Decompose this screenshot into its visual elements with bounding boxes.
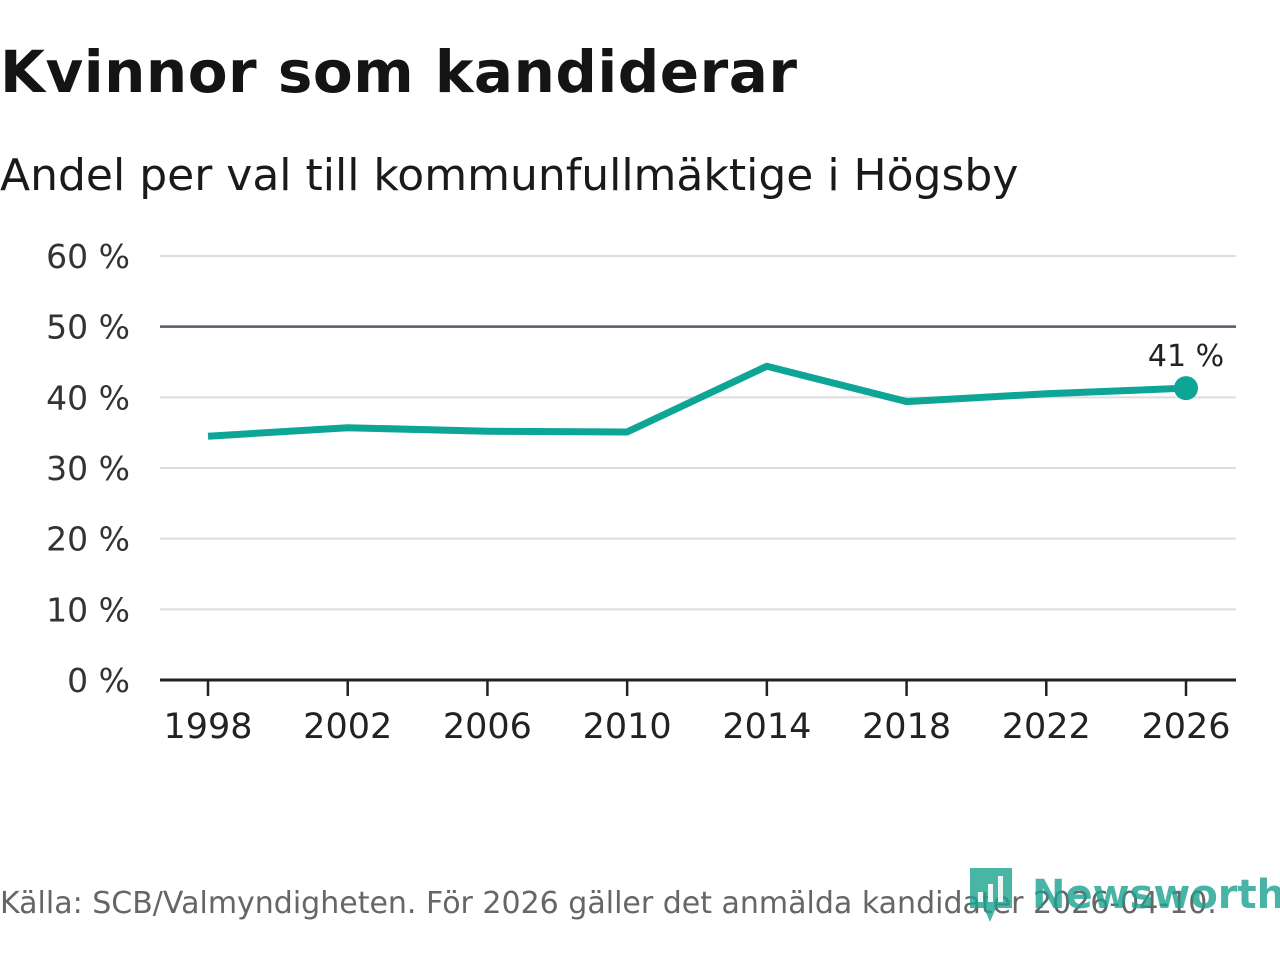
line-chart: 0 % 10 % 20 % 30 % 40 % 50 % 60 % 1998 2002 2006… (46, 237, 1236, 747)
x-tick-label: 2010 (583, 707, 672, 747)
x-tick-label: 1998 (163, 707, 252, 747)
grid-lines (160, 255, 1236, 611)
y-tick-label: 30 % (46, 449, 130, 488)
end-point-marker (1174, 376, 1198, 401)
y-tick-label: 10 % (46, 590, 130, 629)
chart-title: Kvinnor som kandiderar (0, 38, 798, 106)
y-tick-label: 0 % (67, 661, 130, 700)
brand-name: Newsworthy (1032, 872, 1280, 918)
source-note: Källa: SCB/Valmyndigheten. För 2026 gäll… (0, 886, 1217, 921)
bar-chart-logo-icon (970, 868, 1012, 922)
y-tick-label: 20 % (46, 520, 130, 559)
y-tick-label: 40 % (46, 378, 130, 417)
x-tick-label: 2006 (443, 707, 532, 747)
y-tick-label: 60 % (46, 237, 130, 276)
x-tick-label: 2002 (303, 707, 392, 747)
x-tick-label: 2026 (1141, 707, 1230, 747)
newsworthy-logo: Newsworthy (966, 864, 1280, 926)
x-tick-label: 2014 (722, 707, 811, 747)
x-tick-label: 2022 (1002, 707, 1091, 747)
end-value-label: 41 % (1148, 339, 1224, 374)
chart-subtitle: Andel per val till kommunfullmäktige i H… (0, 150, 1019, 201)
series-line (207, 362, 1187, 440)
series-layer: 41 % (207, 339, 1224, 440)
y-axis-tick-labels: 0 % 10 % 20 % 30 % 40 % 50 % 60 % (46, 237, 130, 700)
y-tick-label: 50 % (46, 308, 130, 347)
x-tick-label: 2018 (862, 707, 951, 747)
x-axis: 1998 2002 2006 2010 2014 2018 2022 2026 (160, 678, 1236, 747)
